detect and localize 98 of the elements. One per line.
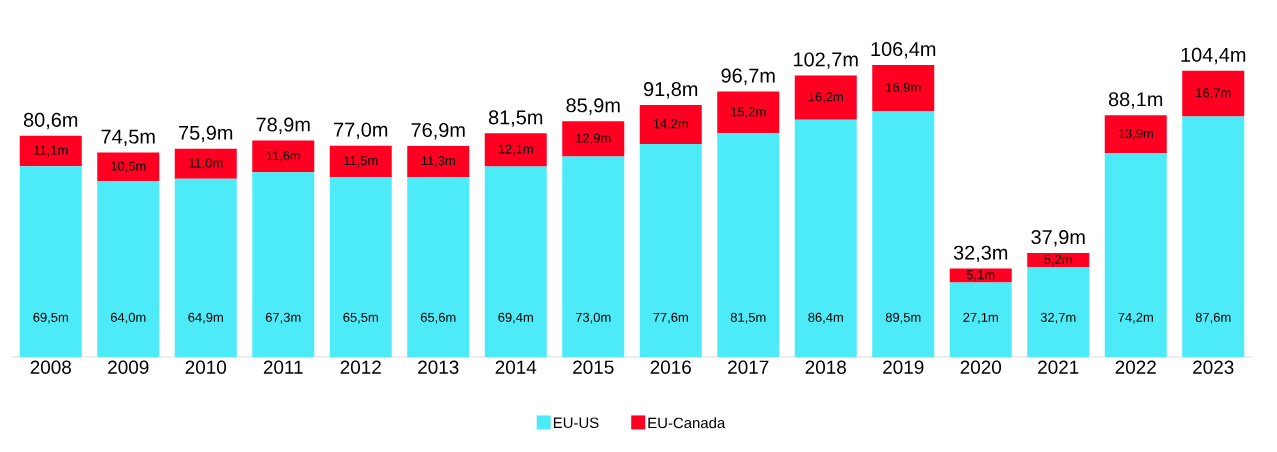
bar: [252, 140, 315, 173]
x-tick-label: 2015: [573, 360, 614, 374]
x-tick-label: 2023: [1193, 360, 1234, 374]
data-label: 11,5m: [344, 156, 378, 167]
bar: [19, 135, 82, 167]
data-label: 13,9m: [1118, 128, 1153, 140]
x-tick-label: 2019: [883, 360, 924, 374]
data-label: 87,6m: [1195, 312, 1231, 324]
total-label: 104,4m: [1181, 47, 1246, 65]
data-label: 14,2m: [653, 119, 688, 130]
bar: [484, 133, 547, 167]
data-label: 64,9m: [188, 312, 223, 324]
total-label: 85,9m: [566, 98, 620, 115]
x-tick-label: 2009: [108, 360, 149, 374]
bar: [97, 152, 160, 182]
data-label: 16,9m: [886, 82, 921, 94]
total-label: 78,9m: [256, 117, 310, 134]
data-label: 16,7m: [1196, 88, 1231, 99]
x-tick-label: 2011: [263, 360, 303, 374]
data-label: 12,9m: [576, 133, 611, 145]
total-label: 74,5m: [101, 129, 155, 146]
data-label: 69,5m: [33, 312, 68, 324]
x-tick-label: 2021: [1038, 360, 1079, 374]
bar: [872, 64, 935, 112]
data-label: 32,7m: [1040, 312, 1076, 324]
total-label: 102,7m: [794, 52, 858, 69]
data-label: 10,5m: [111, 161, 146, 173]
bar: [407, 145, 470, 177]
x-tick-label: 2018: [805, 360, 846, 374]
data-label: 77,6m: [653, 312, 688, 324]
bar: [639, 144, 702, 357]
data-label: 69,4m: [498, 312, 533, 324]
bar: [949, 268, 1012, 283]
data-label: 5,2m: [1044, 254, 1072, 266]
x-tick-label: 2012: [340, 360, 381, 374]
total-label: 37,9m: [1031, 229, 1085, 247]
x-tick-label: 2008: [30, 360, 71, 374]
bar: [252, 172, 315, 357]
data-label: 27,1m: [963, 312, 998, 324]
x-tick-label: 2017: [728, 360, 769, 374]
data-label: 11,0m: [189, 158, 223, 170]
bar: [1104, 115, 1167, 154]
data-label: 67,3m: [265, 312, 301, 324]
data-label: 73,0m: [575, 312, 611, 324]
total-label: 88,1m: [1108, 92, 1163, 109]
data-label: 65,5m: [343, 312, 378, 324]
bar: [407, 176, 470, 357]
bar: [1027, 267, 1090, 357]
bar: [329, 145, 392, 178]
total-label: 75,9m: [179, 125, 233, 143]
data-label: 11,3m: [421, 156, 455, 167]
bar: [794, 75, 857, 120]
bar: [1104, 153, 1167, 357]
total-label: 80,6m: [23, 112, 78, 130]
x-tick-label: 2022: [1115, 360, 1156, 374]
data-label: 12,1m: [498, 144, 533, 156]
total-label: 76,9m: [411, 122, 465, 140]
total-label: 96,7m: [721, 68, 775, 86]
x-tick-label: 2010: [185, 360, 227, 374]
bar: [717, 91, 780, 134]
bar: [1182, 116, 1245, 357]
legend-label: EU-US: [553, 417, 599, 429]
bar: [794, 119, 857, 357]
bar: [1027, 252, 1090, 268]
x-tick-label: 2020: [960, 360, 1002, 374]
data-label: 16,2m: [808, 92, 843, 103]
data-label: 15,2m: [731, 107, 766, 118]
bar: [19, 166, 82, 357]
data-label: 11,6m: [266, 150, 300, 162]
x-tick-label: 2016: [650, 360, 691, 374]
data-label: 74,2m: [1118, 312, 1153, 324]
bar: [1182, 70, 1245, 117]
data-label: 11,1m: [34, 145, 68, 157]
bar: [639, 105, 702, 144]
total-label: 106,4m: [871, 41, 936, 59]
data-label: 64,0m: [110, 312, 146, 324]
bar: [562, 156, 625, 357]
data-label: 86,4m: [808, 312, 843, 324]
bar: [872, 111, 935, 357]
total-label: 91,8m: [644, 82, 698, 99]
total-label: 77,0m: [334, 122, 388, 140]
data-label: 81,5m: [730, 312, 766, 324]
total-label: 32,3m: [953, 245, 1008, 263]
bar: [174, 178, 237, 357]
legend-label: EU-Canada: [648, 417, 726, 429]
data-label: 65,6m: [420, 312, 456, 324]
x-tick-label: 2013: [418, 360, 459, 374]
x-tick-label: 2014: [495, 360, 537, 374]
bar: [562, 121, 625, 157]
bar: [717, 133, 780, 357]
bar: [174, 148, 237, 179]
data-label: 89,5m: [885, 312, 921, 324]
bar: [949, 282, 1012, 357]
data-label: 5,1m: [966, 270, 995, 281]
bar: [484, 166, 547, 357]
bar: [97, 181, 160, 357]
bar: [329, 177, 392, 357]
total-label: 81,5m: [488, 110, 543, 127]
